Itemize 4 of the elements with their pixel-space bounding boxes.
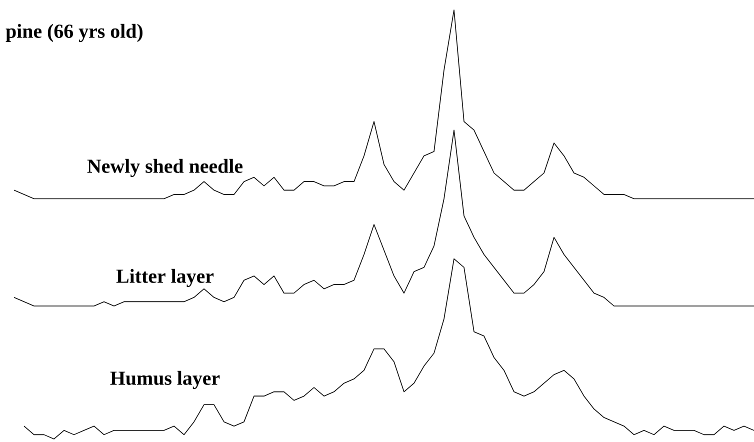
text: pine (66 yrs old) bbox=[6, 24, 142, 42]
series-label: Newly shed needle bbox=[87, 158, 243, 178]
series-label: Humus layer bbox=[110, 370, 220, 390]
series-label: Litter layer bbox=[116, 268, 214, 288]
